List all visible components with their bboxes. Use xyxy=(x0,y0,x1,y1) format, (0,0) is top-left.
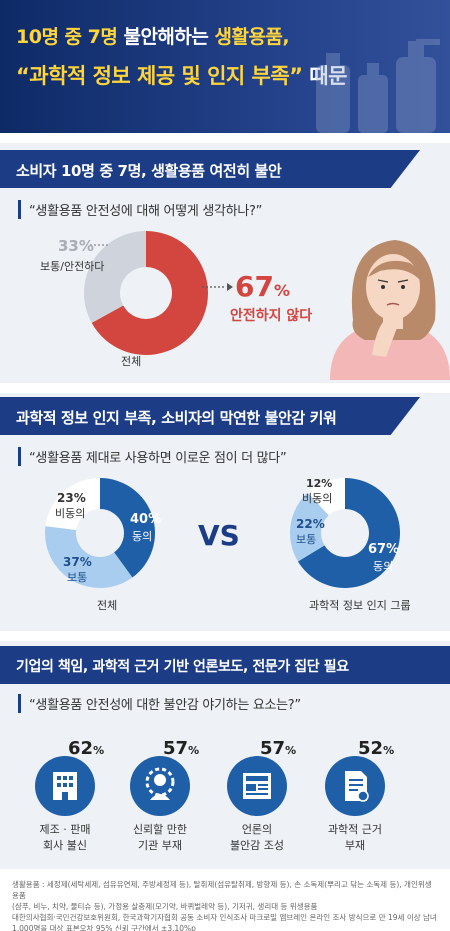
headline-line2: “과학적 정보 제공 및 인지 부족” 때문 xyxy=(16,60,347,90)
vs-label: VS xyxy=(198,519,240,552)
slice-agree xyxy=(100,478,155,578)
factor3-pct-value: 57 xyxy=(260,738,286,759)
overall-donut xyxy=(44,478,155,588)
factor3-label-line1: 언론의 xyxy=(241,823,273,836)
right-caption: 과학적 정보 인지 그룹 xyxy=(309,599,411,612)
big-pct-label: 안전하지 않다 xyxy=(230,308,313,324)
expert-icon xyxy=(130,756,190,816)
hero-banner: 10명 중 7명 불안해하는 생활용품, “과학적 정보 제공 및 인지 부족”… xyxy=(0,0,450,133)
small-pct: 33% xyxy=(58,237,94,255)
section1-header-bg xyxy=(0,150,420,188)
section2-question: “생활용품 제대로 사용하면 이로운 점이 더 많다” xyxy=(18,447,287,466)
section2-title: 과학적 정보 인지 부족, 소비자의 막연한 불안감 키워 xyxy=(16,409,337,427)
factor3-pct-unit: % xyxy=(285,744,297,757)
factor4-pct-value: 52 xyxy=(358,738,384,759)
headline-text-1: 불안해하는 xyxy=(117,26,215,48)
footnote: 생활용품 : 세정제(세탁세제, 섬유유연제, 주방세정제 등), 탈취제(섬유… xyxy=(12,879,438,931)
right-neutral-pct: 22% xyxy=(296,517,325,531)
document-icon xyxy=(325,756,385,816)
footnote-line1: 생활용품 : 세정제(세탁세제, 섬유유연제, 주방세정제 등), 탈취제(섬유… xyxy=(12,880,432,900)
right-disagree-pct: 12% xyxy=(306,477,333,490)
worried-woman-illustration xyxy=(330,240,450,380)
factor4-label-line2: 부재 xyxy=(344,839,366,852)
left-neutral-label: 보통 xyxy=(67,571,88,584)
slice-agree xyxy=(297,478,401,588)
factor1-label-line2: 회사 불신 xyxy=(43,839,87,852)
factor2-pct-value: 57 xyxy=(163,738,189,759)
slice-neutral xyxy=(289,492,329,562)
section1-question: “생활용품 안전성에 대해 어떻게 생각하나?” xyxy=(18,200,262,219)
factor4-pct-unit: % xyxy=(383,744,395,757)
factor2-label-line1: 신뢰할 만한 xyxy=(132,823,188,836)
section3-header: 기업의 책임, 과학적 근거 기반 언론보도, 전문가 집단 필요 xyxy=(0,646,450,684)
slice-unsafe xyxy=(91,231,209,355)
headline-line1: 10명 중 7명 불안해하는 생활용품, xyxy=(16,22,290,49)
informed-group-donut xyxy=(289,478,401,588)
slice-disagree xyxy=(307,478,345,516)
factor2-pct: 57% xyxy=(163,738,199,759)
big-pct-value: 67 xyxy=(235,270,274,303)
factor3-label-line2: 불안감 조성 xyxy=(229,839,285,852)
headline-highlight-2: 생활용품, xyxy=(214,26,290,48)
factor4-label-line1: 과학적 근거 xyxy=(327,823,383,836)
factor1-label-line1: 제조 · 판매 xyxy=(39,823,91,836)
factor1-pct-value: 62 xyxy=(68,738,94,759)
big-pct-unit: % xyxy=(273,281,290,300)
factor1-pct-unit: % xyxy=(93,744,105,757)
section2-header: 과학적 정보 인지 부족, 소비자의 막연한 불안감 키워 xyxy=(0,397,450,435)
section1-chart xyxy=(83,231,450,380)
section2-header-bg xyxy=(0,397,420,435)
left-caption: 전체 xyxy=(97,599,118,612)
left-agree-label: 동의 xyxy=(132,530,153,543)
safety-donut xyxy=(83,231,209,355)
headline-highlight-3: “과학적 정보 제공 및 인지 부족” xyxy=(16,64,303,88)
section2-charts xyxy=(44,478,401,588)
section1-title: 소비자 10명 중 7명, 생활용품 여전히 불안 xyxy=(16,162,282,180)
right-disagree-label: 비동의 xyxy=(302,492,333,505)
factor2-label-line2: 기관 부재 xyxy=(138,839,182,852)
section1-header: 소비자 10명 중 7명, 생활용품 여전히 불안 xyxy=(0,150,450,188)
footnote-line4: 1,000명을 대상 표본오차 95% 신뢰 구간에서 ±3.10%p xyxy=(12,924,196,931)
right-agree-label: 동의 xyxy=(373,560,394,573)
headline-text-2: 때문 xyxy=(303,64,347,88)
slice-normal-safe xyxy=(83,231,146,323)
headline-highlight-1: 10명 중 7명 xyxy=(16,26,118,48)
factor4-pct: 52% xyxy=(358,738,394,759)
big-pct: 67% xyxy=(235,270,290,303)
left-neutral-pct: 37% xyxy=(63,555,92,569)
left-disagree-label: 비동의 xyxy=(55,507,86,520)
slice-neutral xyxy=(44,526,133,588)
big-pct-arrow-icon xyxy=(227,283,233,291)
newspaper-icon xyxy=(227,756,287,816)
footnote-line3: 대한의사협회·국민건강보호위원회, 한국과학기자협회 공동 소비자 인식조사 마… xyxy=(12,913,437,922)
right-neutral-label: 보통 xyxy=(296,533,317,546)
building-icon xyxy=(35,756,95,816)
product-bottles-icon xyxy=(316,39,440,133)
section3-header-bg xyxy=(0,646,450,684)
left-agree-pct: 40% xyxy=(130,512,162,527)
section1-caption: 전체 xyxy=(121,355,142,368)
left-disagree-pct: 23% xyxy=(57,491,86,505)
factor2-pct-unit: % xyxy=(188,744,200,757)
section3-question: “생활용품 안전성에 대한 불안감 야기하는 요소는?” xyxy=(18,694,301,713)
section3-title: 기업의 책임, 과학적 근거 기반 언론보도, 전문가 집단 필요 xyxy=(16,659,349,675)
factor1-pct: 62% xyxy=(68,738,104,759)
right-agree-pct: 67% xyxy=(368,542,400,557)
small-pct-label: 보통/안전하다 xyxy=(40,260,105,273)
footnote-line2: (샴푸, 비누, 치약, 물티슈 등), 가정용 살충제(모기약, 바퀴벌레약 … xyxy=(12,902,318,911)
factor3-pct: 57% xyxy=(260,738,296,759)
slice-disagree xyxy=(45,478,100,530)
